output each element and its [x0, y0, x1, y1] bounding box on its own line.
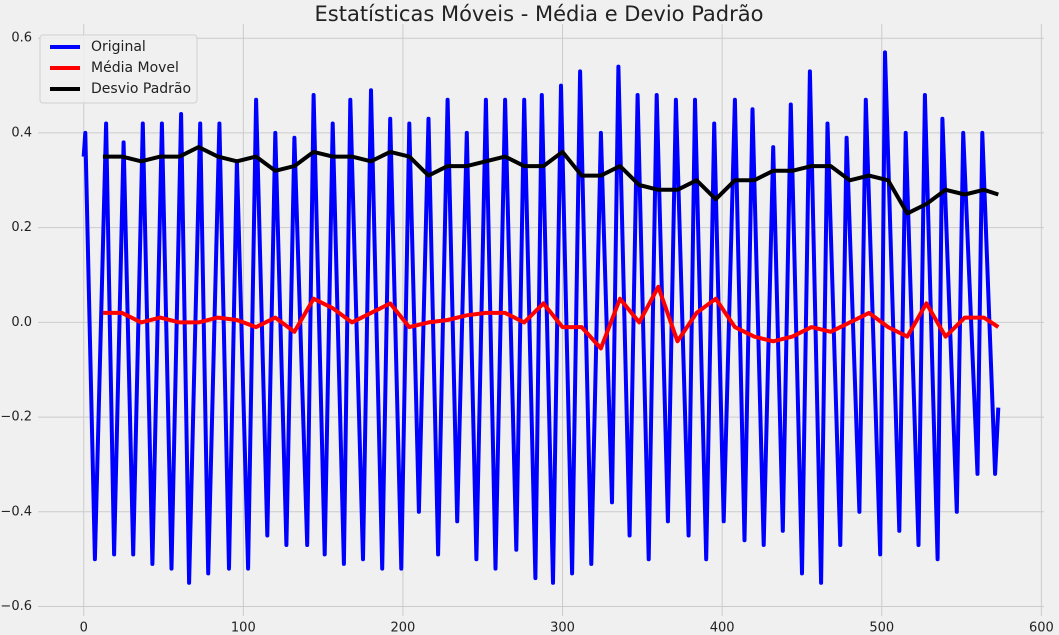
legend: Original Média Movel Desvio Padrão [39, 34, 198, 104]
x-tick-label: 400 [710, 621, 735, 635]
line-series [102, 145, 999, 216]
y-tick-label: 0.2 [11, 220, 32, 235]
legend-label: Original [91, 39, 146, 55]
y-tick-label: −0.6 [0, 599, 32, 614]
y-tick-label: 0.0 [11, 315, 32, 330]
chart-title: Estatísticas Móveis - Média e Devio Padr… [315, 2, 764, 26]
y-tick-label: 0.6 [11, 31, 32, 46]
x-tick-label: 500 [869, 621, 894, 635]
y-tick-label: −0.4 [0, 504, 32, 519]
legend-label: Média Movel [91, 60, 179, 76]
line-series [102, 284, 1000, 351]
y-tick-label: −0.2 [0, 410, 32, 425]
legend-box [39, 34, 198, 104]
x-tick-label: 0 [80, 621, 88, 635]
x-tick-label: 600 [1029, 621, 1054, 635]
y-tick-label: 0.4 [11, 125, 32, 140]
x-tick-label: 300 [550, 621, 575, 635]
line-series [81, 50, 1001, 585]
x-tick-label: 200 [391, 621, 416, 635]
legend-label: Desvio Padrão [91, 81, 191, 97]
x-tick-label: 100 [231, 621, 256, 635]
